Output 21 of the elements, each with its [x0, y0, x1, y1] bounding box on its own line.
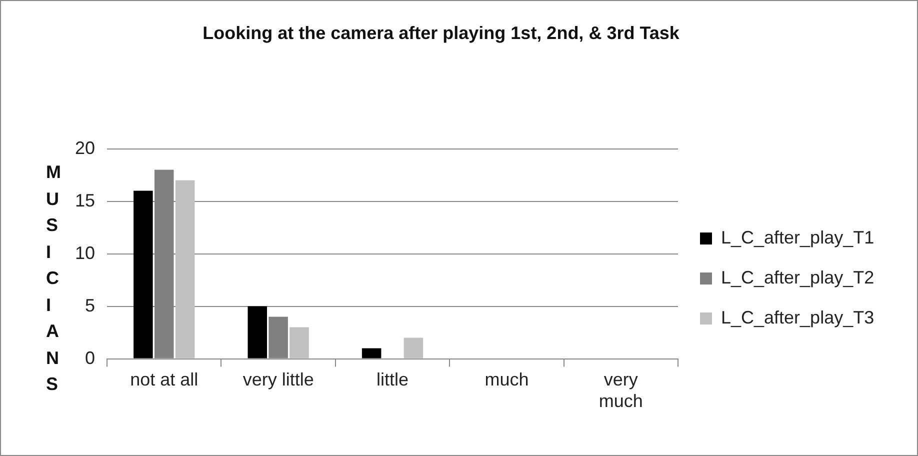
bar [404, 338, 424, 358]
bar [134, 190, 153, 358]
bar [290, 327, 309, 358]
text: MUSICIANS [46, 162, 61, 394]
legend-label: L_C_after_play_T2 [721, 267, 874, 288]
x-tick-label: very little [242, 370, 314, 390]
y-tick-label: 20 [74, 138, 96, 158]
y-tick-label: 5 [85, 295, 96, 316]
legend-label: L_C_after_play_T3 [721, 307, 874, 328]
y-tick-label: 0 [85, 348, 96, 368]
x-tick-label: not at all [130, 370, 198, 390]
x-tick-label: little [376, 370, 409, 390]
chart-title: Looking at the camera after playing 1st, 2nd, & 3rd Task [202, 23, 680, 44]
x-tick-label: very much [598, 370, 643, 412]
bar [175, 180, 195, 358]
legend-label: L_C_after_play_T1 [721, 227, 874, 248]
bar [362, 348, 382, 358]
x-tick-label: much [484, 370, 529, 390]
y-tick-label: 10 [74, 242, 96, 263]
bar [248, 306, 268, 358]
y-tick-label: 15 [74, 190, 96, 210]
